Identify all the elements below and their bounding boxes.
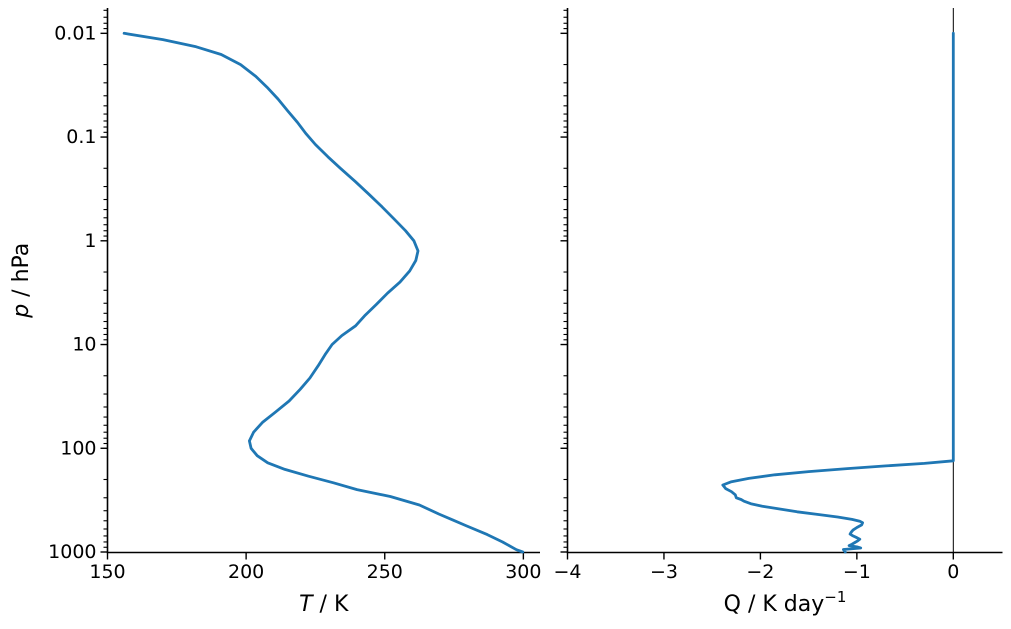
y-tick-label: 1 (84, 230, 96, 252)
heating-rate-panel: −4 −3 −2 −1 0 Q / K day−1 (553, 8, 1003, 617)
x-tick-label: −4 (553, 561, 581, 583)
x-tick-label: −3 (650, 561, 678, 583)
x-axis-label: Q / K day−1 (724, 588, 847, 617)
x-axis-label: T / K (299, 592, 349, 617)
x-tick-label: −1 (843, 561, 871, 583)
y-tick-label: 0.01 (54, 22, 96, 44)
axes-spines (566, 8, 1003, 554)
y-tick-label: 10 (72, 334, 96, 356)
x-tick-label: 250 (367, 561, 403, 583)
y-axis-label: p / hPa (9, 243, 34, 319)
x-tick-label: 150 (89, 561, 125, 583)
axes-spines (106, 8, 540, 554)
x-tick-label: 300 (505, 561, 541, 583)
y-tick-label: 0.1 (66, 126, 96, 148)
temperature-curve (122, 31, 525, 554)
temperature-panel: 150 200 250 300 0.01 0.1 1 10 100 1000 T / K p / hP… (9, 8, 541, 617)
x-tick-label: 0 (947, 561, 959, 583)
x-tick-label: −2 (746, 561, 774, 583)
y-tick-label: 100 (60, 437, 96, 459)
y-tick-label: 1000 (48, 541, 96, 563)
x-tick-label: 200 (228, 561, 264, 583)
heating_rate-curve (721, 31, 955, 554)
